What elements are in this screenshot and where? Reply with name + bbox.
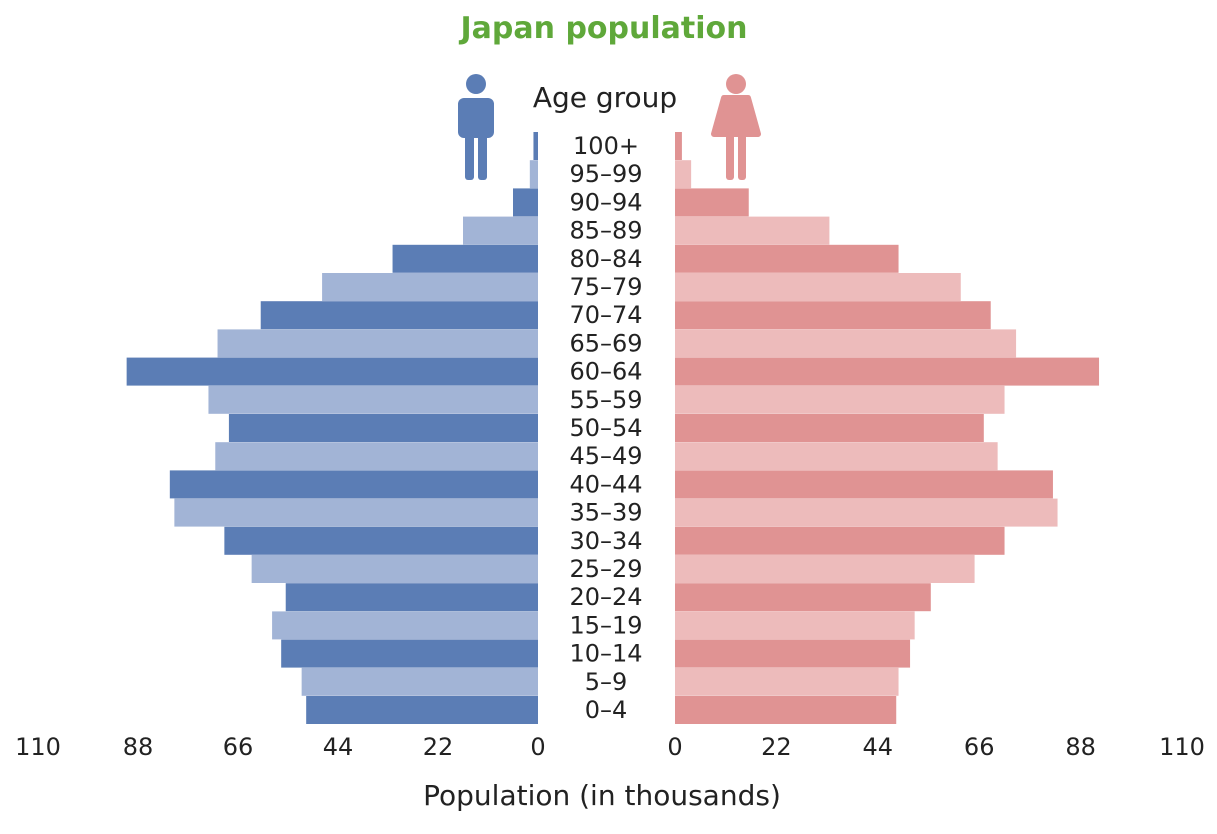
x-tick-label-right: 44 [863, 733, 894, 761]
male-bar [208, 385, 539, 414]
age-group-label: 65–69 [569, 329, 642, 357]
age-group-label: 95–99 [569, 160, 642, 188]
age-group-label: 0–4 [585, 696, 628, 724]
x-tick-label-left: 66 [223, 733, 254, 761]
female-bar [675, 188, 749, 217]
x-tick-label-left: 110 [15, 733, 61, 761]
age-group-label: 30–34 [569, 527, 642, 555]
male-bar [174, 498, 538, 527]
female-bar [675, 385, 1005, 414]
male-bar [281, 639, 538, 668]
x-axis-ticks: 110 88 66 44 22 0 0 22 44 66 88 110 [15, 733, 1205, 761]
x-axis-label: Population (in thousands) [423, 779, 781, 812]
age-group-label: 80–84 [569, 245, 642, 273]
male-bar [228, 414, 538, 442]
male-bar [529, 160, 538, 189]
male-bar [251, 555, 539, 583]
male-bar [285, 583, 538, 612]
female-bar [675, 526, 1005, 555]
male-bar [513, 188, 538, 217]
x-tick-label-left: 22 [423, 733, 454, 761]
x-tick-label-right: 22 [761, 733, 792, 761]
age-group-label: 45–49 [569, 442, 642, 470]
female-bar [675, 555, 975, 583]
age-group-label: 75–79 [569, 273, 642, 301]
age-group-label: 25–29 [569, 555, 642, 583]
female-bar [675, 442, 998, 471]
x-tick-label-left: 88 [123, 733, 154, 761]
female-icon [711, 74, 761, 180]
male-bar [260, 301, 538, 330]
x-tick-label-right: 110 [1159, 733, 1205, 761]
female-bar [675, 696, 897, 724]
age-group-label: 100+ [573, 132, 639, 160]
age-group-label: 20–24 [569, 583, 642, 611]
female-bar [675, 216, 830, 245]
female-bar [675, 301, 991, 330]
female-bar [675, 329, 1017, 358]
female-bar [675, 667, 899, 696]
female-bar [675, 244, 899, 273]
male-bar [224, 526, 538, 555]
female-bar [675, 132, 682, 160]
x-tick-label-left: 0 [530, 733, 545, 761]
age-group-label: 55–59 [569, 386, 642, 414]
female-bar [675, 611, 915, 640]
x-tick-label-left: 44 [323, 733, 354, 761]
age-group-label: 10–14 [569, 640, 642, 668]
male-bar [306, 696, 538, 724]
female-bar [675, 583, 931, 612]
x-tick-label-right: 88 [1065, 733, 1096, 761]
male-bar [217, 329, 538, 358]
male-bar [463, 216, 538, 245]
age-group-label: 70–74 [569, 301, 642, 329]
age-group-label: 50–54 [569, 414, 642, 442]
female-bar [675, 273, 961, 301]
age-group-label: 60–64 [569, 358, 642, 386]
male-bar [322, 273, 538, 301]
age-group-label: 5–9 [585, 668, 628, 696]
age-group-label: 40–44 [569, 470, 642, 498]
male-bar [272, 611, 538, 640]
age-group-label: 85–89 [569, 217, 642, 245]
age-group-label: 35–39 [569, 499, 642, 527]
x-tick-label-right: 66 [964, 733, 995, 761]
male-bar [392, 244, 538, 273]
female-bar [675, 498, 1058, 527]
male-bar [169, 470, 538, 499]
female-bar [675, 357, 1100, 386]
female-bars [675, 132, 1100, 724]
male-bar [533, 132, 538, 160]
age-group-label: 15–19 [569, 611, 642, 639]
male-bar [301, 667, 538, 696]
chart-title: Japan population [459, 11, 748, 46]
male-bar [126, 357, 539, 386]
female-bar [675, 414, 984, 442]
x-tick-label-right: 0 [667, 733, 682, 761]
female-bar [675, 470, 1053, 499]
age-group-labels: 100+95–9990–9485–8980–8475–7970–7465–696… [569, 132, 642, 724]
age-group-header: Age group [533, 81, 677, 114]
male-icon [458, 74, 494, 180]
male-bars [126, 132, 539, 724]
male-bar [215, 442, 539, 471]
age-group-label: 90–94 [569, 188, 642, 216]
female-bar [675, 639, 911, 668]
female-bar [675, 160, 692, 189]
